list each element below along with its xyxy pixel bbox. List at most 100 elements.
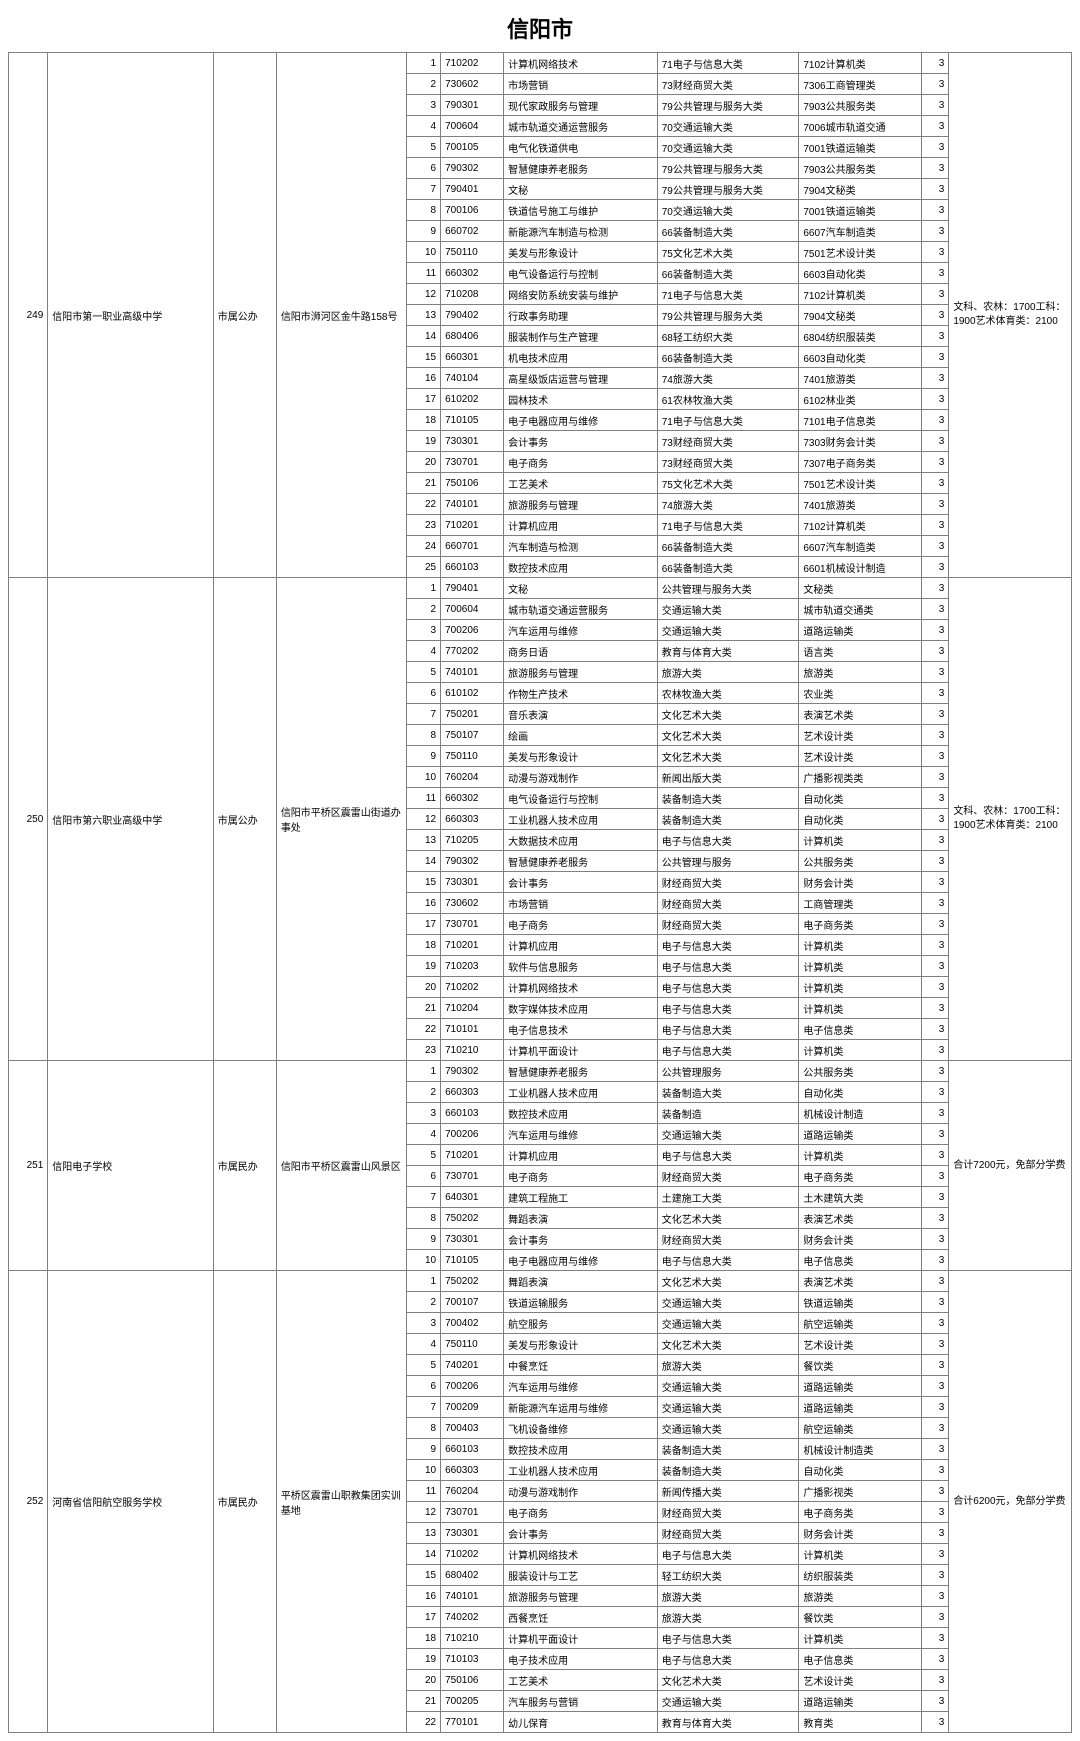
- category-2: 广播影视类: [799, 1481, 922, 1502]
- major-code: 730701: [441, 1166, 504, 1187]
- major-name: 舞蹈表演: [504, 1208, 658, 1229]
- years: 3: [921, 1355, 948, 1376]
- major-code: 730301: [441, 1523, 504, 1544]
- category-2: 旅游类: [799, 662, 922, 683]
- major-name: 数控技术应用: [504, 1439, 658, 1460]
- years: 3: [921, 725, 948, 746]
- years: 3: [921, 473, 948, 494]
- category-2: 艺术设计类: [799, 1670, 922, 1691]
- row-number: 5: [406, 137, 441, 158]
- main-table: 249信阳市第一职业高级中学市属公办信阳市浉河区金牛路158号1710202计算…: [8, 52, 1072, 1733]
- category-1: 教育与体育大类: [657, 1712, 799, 1733]
- row-number: 9: [406, 221, 441, 242]
- category-2: 自动化类: [799, 1460, 922, 1481]
- school-address: 信阳市平桥区震雷山风景区: [276, 1061, 406, 1271]
- category-1: 电子与信息大类: [657, 1649, 799, 1670]
- years: 3: [921, 1607, 948, 1628]
- major-name: 服装制作与生产管理: [504, 326, 658, 347]
- table-row: 250信阳市第六职业高级中学市属公办信阳市平桥区震雷山街道办事处1790401文…: [9, 578, 1072, 599]
- years: 3: [921, 620, 948, 641]
- category-1: 新闻传播大类: [657, 1481, 799, 1502]
- row-number: 3: [406, 1103, 441, 1124]
- row-number: 16: [406, 893, 441, 914]
- major-name: 会计事务: [504, 1229, 658, 1250]
- years: 3: [921, 788, 948, 809]
- major-code: 730701: [441, 914, 504, 935]
- row-number: 24: [406, 536, 441, 557]
- category-2: 旅游类: [799, 1586, 922, 1607]
- row-number: 19: [406, 956, 441, 977]
- category-1: 旅游大类: [657, 1607, 799, 1628]
- category-2: 电子信息类: [799, 1649, 922, 1670]
- category-1: 75文化艺术大类: [657, 473, 799, 494]
- category-1: 电子与信息大类: [657, 977, 799, 998]
- years: 3: [921, 1061, 948, 1082]
- major-code: 760204: [441, 1481, 504, 1502]
- row-number: 10: [406, 1250, 441, 1271]
- category-2: 6804纺织服装类: [799, 326, 922, 347]
- category-1: 电子与信息大类: [657, 1250, 799, 1271]
- row-number: 4: [406, 116, 441, 137]
- category-2: 艺术设计类: [799, 746, 922, 767]
- major-name: 网络安防系统安装与维护: [504, 284, 658, 305]
- major-name: 计算机平面设计: [504, 1628, 658, 1649]
- major-code: 660302: [441, 788, 504, 809]
- category-2: 纺织服装类: [799, 1565, 922, 1586]
- years: 3: [921, 872, 948, 893]
- row-number: 2: [406, 599, 441, 620]
- category-1: 旅游大类: [657, 1355, 799, 1376]
- major-code: 610102: [441, 683, 504, 704]
- years: 3: [921, 1586, 948, 1607]
- years: 3: [921, 1103, 948, 1124]
- row-number: 14: [406, 1544, 441, 1565]
- category-2: 计算机类: [799, 1628, 922, 1649]
- category-2: 计算机类: [799, 830, 922, 851]
- category-1: 71电子与信息大类: [657, 284, 799, 305]
- category-1: 文化艺术大类: [657, 1208, 799, 1229]
- category-2: 7101电子信息类: [799, 410, 922, 431]
- major-name: 软件与信息服务: [504, 956, 658, 977]
- major-name: 计算机网络技术: [504, 1544, 658, 1565]
- years: 3: [921, 1040, 948, 1061]
- category-1: 71电子与信息大类: [657, 410, 799, 431]
- major-code: 750202: [441, 1208, 504, 1229]
- major-code: 660301: [441, 347, 504, 368]
- school-address: 信阳市浉河区金牛路158号: [276, 53, 406, 578]
- major-code: 680406: [441, 326, 504, 347]
- years: 3: [921, 1397, 948, 1418]
- major-code: 660303: [441, 809, 504, 830]
- row-number: 11: [406, 263, 441, 284]
- category-1: 66装备制造大类: [657, 536, 799, 557]
- category-1: 文化艺术大类: [657, 725, 799, 746]
- category-2: 6603自动化类: [799, 263, 922, 284]
- category-2: 道路运输类: [799, 620, 922, 641]
- major-name: 文秘: [504, 578, 658, 599]
- years: 3: [921, 1166, 948, 1187]
- category-1: 71电子与信息大类: [657, 515, 799, 536]
- years: 3: [921, 599, 948, 620]
- school-note: 合计7200元，免部分学费: [949, 1061, 1072, 1271]
- major-name: 园林技术: [504, 389, 658, 410]
- row-number: 8: [406, 200, 441, 221]
- major-code: 710201: [441, 935, 504, 956]
- major-code: 710208: [441, 284, 504, 305]
- category-2: 教育类: [799, 1712, 922, 1733]
- years: 3: [921, 809, 948, 830]
- row-number: 23: [406, 515, 441, 536]
- years: 3: [921, 1502, 948, 1523]
- major-code: 730602: [441, 893, 504, 914]
- major-name: 航空服务: [504, 1313, 658, 1334]
- years: 3: [921, 305, 948, 326]
- table-row: 251信阳电子学校市属民办信阳市平桥区震雷山风景区1790302智慧健康养老服务…: [9, 1061, 1072, 1082]
- row-number: 3: [406, 620, 441, 641]
- row-number: 9: [406, 746, 441, 767]
- row-number: 19: [406, 431, 441, 452]
- category-2: 6102林业类: [799, 389, 922, 410]
- school-name: 信阳市第一职业高级中学: [48, 53, 213, 578]
- category-1: 电子与信息大类: [657, 1628, 799, 1649]
- row-number: 2: [406, 74, 441, 95]
- row-number: 16: [406, 368, 441, 389]
- major-name: 智慧健康养老服务: [504, 1061, 658, 1082]
- category-2: 道路运输类: [799, 1124, 922, 1145]
- category-1: 74旅游大类: [657, 368, 799, 389]
